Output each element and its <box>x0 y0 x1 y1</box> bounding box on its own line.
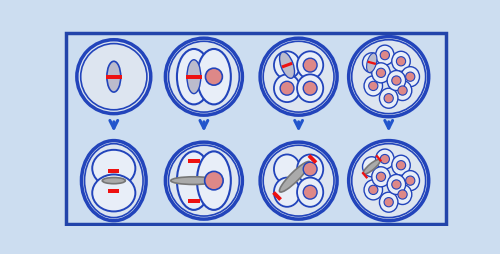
Ellipse shape <box>401 171 419 191</box>
Bar <box>362 171 368 179</box>
Ellipse shape <box>384 198 394 207</box>
Ellipse shape <box>376 149 394 169</box>
Bar <box>108 169 119 172</box>
Ellipse shape <box>107 61 120 92</box>
Bar <box>368 61 376 65</box>
Ellipse shape <box>77 40 151 114</box>
Bar <box>282 62 292 68</box>
Ellipse shape <box>280 81 294 95</box>
Ellipse shape <box>372 167 390 187</box>
Ellipse shape <box>303 185 317 199</box>
Ellipse shape <box>197 49 231 104</box>
Ellipse shape <box>406 72 415 81</box>
Ellipse shape <box>260 142 337 219</box>
Ellipse shape <box>398 86 407 95</box>
Ellipse shape <box>362 53 381 73</box>
Ellipse shape <box>394 81 412 101</box>
Ellipse shape <box>392 76 401 85</box>
Ellipse shape <box>406 176 415 185</box>
Ellipse shape <box>166 38 242 115</box>
Ellipse shape <box>348 141 428 221</box>
Ellipse shape <box>303 58 317 72</box>
Ellipse shape <box>297 74 323 102</box>
Ellipse shape <box>280 162 310 192</box>
Ellipse shape <box>396 57 406 66</box>
Ellipse shape <box>297 178 323 207</box>
Ellipse shape <box>401 67 419 87</box>
Ellipse shape <box>394 184 412 204</box>
Ellipse shape <box>392 155 410 175</box>
Ellipse shape <box>274 178 300 207</box>
Bar <box>108 189 119 193</box>
Ellipse shape <box>396 161 406 170</box>
Ellipse shape <box>280 52 294 78</box>
Ellipse shape <box>177 151 211 210</box>
Ellipse shape <box>376 45 394 65</box>
Ellipse shape <box>392 180 401 189</box>
Ellipse shape <box>380 51 390 60</box>
Ellipse shape <box>364 76 382 96</box>
Ellipse shape <box>171 177 217 184</box>
Bar <box>188 159 200 163</box>
Ellipse shape <box>92 150 136 187</box>
Ellipse shape <box>297 51 323 79</box>
Ellipse shape <box>384 94 394 103</box>
Ellipse shape <box>274 51 300 79</box>
Ellipse shape <box>392 51 410 71</box>
Ellipse shape <box>297 154 323 184</box>
Ellipse shape <box>387 71 406 90</box>
Ellipse shape <box>187 60 201 94</box>
Ellipse shape <box>197 151 231 210</box>
Ellipse shape <box>368 81 378 90</box>
Bar <box>308 154 318 164</box>
Ellipse shape <box>274 74 300 102</box>
Ellipse shape <box>376 172 386 181</box>
Ellipse shape <box>398 190 407 199</box>
Ellipse shape <box>177 49 211 104</box>
Ellipse shape <box>364 180 382 200</box>
Ellipse shape <box>348 37 428 117</box>
Ellipse shape <box>303 81 317 95</box>
Ellipse shape <box>380 154 390 164</box>
Bar <box>186 75 202 78</box>
Ellipse shape <box>82 141 146 221</box>
Ellipse shape <box>206 68 222 85</box>
Ellipse shape <box>362 157 381 177</box>
Ellipse shape <box>166 142 242 219</box>
Bar <box>272 191 282 201</box>
Ellipse shape <box>380 88 398 108</box>
Ellipse shape <box>274 154 300 184</box>
Ellipse shape <box>376 68 386 77</box>
Ellipse shape <box>368 185 378 195</box>
Ellipse shape <box>380 192 398 212</box>
Ellipse shape <box>372 63 390 83</box>
Bar <box>376 155 382 162</box>
Bar <box>106 75 122 78</box>
Ellipse shape <box>102 178 126 184</box>
Ellipse shape <box>204 171 223 190</box>
Ellipse shape <box>364 160 380 174</box>
Ellipse shape <box>260 38 337 115</box>
Bar <box>188 199 200 203</box>
Ellipse shape <box>387 174 406 195</box>
Ellipse shape <box>92 174 136 211</box>
Ellipse shape <box>366 53 377 73</box>
Ellipse shape <box>303 162 317 176</box>
